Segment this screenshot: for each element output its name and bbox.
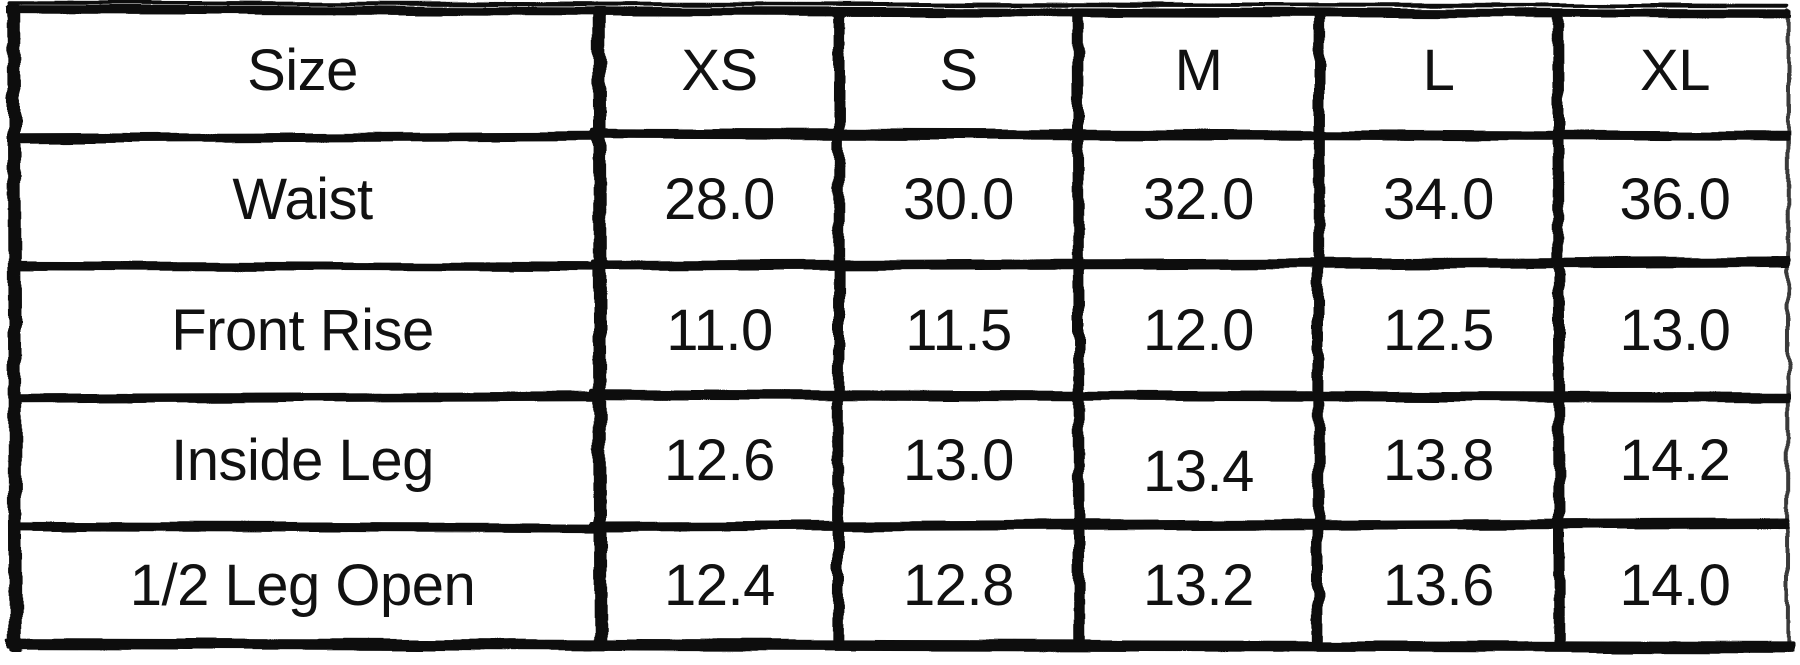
row-label-half-leg-open: 1/2 Leg Open <box>129 552 476 618</box>
value-cell: 13.0 <box>1619 297 1731 363</box>
value-cell: 12.5 <box>1383 297 1494 363</box>
value-cell: 12.8 <box>903 552 1014 618</box>
value-cell: 14.2 <box>1619 428 1731 493</box>
row-label-waist: Waist <box>232 167 373 232</box>
value-cell: 13.6 <box>1383 552 1494 618</box>
value-cell: 32.0 <box>1143 167 1254 232</box>
value-cell: 11.0 <box>666 297 773 363</box>
value-cell: 13.8 <box>1383 428 1494 493</box>
header-cell-size: Size <box>247 38 358 103</box>
header-cell-l: L <box>1422 38 1455 103</box>
value-cell: 11.5 <box>905 297 1012 363</box>
row-label-inside-leg: Inside Leg <box>171 428 434 493</box>
value-cell: 12.6 <box>664 428 775 493</box>
row-label-front-rise: Front Rise <box>171 297 434 363</box>
value-cell: 14.0 <box>1619 552 1731 618</box>
value-cell: 13.0 <box>903 428 1014 493</box>
value-cell: 30.0 <box>903 167 1014 232</box>
value-cell: 34.0 <box>1383 167 1494 232</box>
header-cell-m: M <box>1174 38 1223 103</box>
value-cell: 13.2 <box>1143 552 1254 618</box>
value-cell: 12.4 <box>664 552 775 618</box>
value-cell: 28.0 <box>664 167 775 232</box>
value-cell: 36.0 <box>1619 167 1731 232</box>
value-cell: 12.0 <box>1143 297 1254 363</box>
header-cell-s: S <box>939 38 978 103</box>
value-cell: 13.4 <box>1143 439 1254 504</box>
header-cell-xs: XS <box>681 38 758 103</box>
header-cell-xl: XL <box>1640 38 1710 103</box>
